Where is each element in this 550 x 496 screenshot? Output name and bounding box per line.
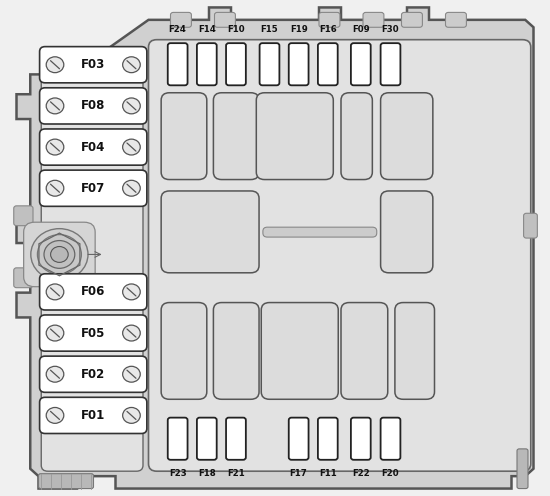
Circle shape	[46, 284, 64, 300]
Polygon shape	[16, 7, 534, 489]
FancyBboxPatch shape	[446, 12, 466, 27]
Circle shape	[46, 408, 64, 423]
FancyBboxPatch shape	[351, 418, 371, 460]
Text: F08: F08	[81, 99, 106, 113]
Circle shape	[46, 366, 64, 382]
FancyBboxPatch shape	[40, 88, 147, 124]
Text: F16: F16	[319, 25, 337, 34]
Text: F07: F07	[81, 182, 106, 195]
FancyBboxPatch shape	[14, 206, 33, 226]
FancyBboxPatch shape	[40, 315, 147, 351]
Text: F30: F30	[382, 25, 399, 34]
FancyBboxPatch shape	[351, 43, 371, 85]
Text: F18: F18	[198, 469, 216, 478]
Circle shape	[123, 284, 140, 300]
FancyBboxPatch shape	[256, 93, 333, 180]
FancyBboxPatch shape	[260, 43, 279, 85]
Circle shape	[123, 139, 140, 155]
FancyBboxPatch shape	[381, 191, 433, 273]
FancyBboxPatch shape	[318, 418, 338, 460]
FancyBboxPatch shape	[24, 222, 95, 287]
Circle shape	[46, 181, 64, 196]
Text: F21: F21	[227, 469, 245, 478]
Bar	[146, 38, 532, 472]
FancyBboxPatch shape	[213, 303, 259, 399]
FancyBboxPatch shape	[381, 418, 400, 460]
Circle shape	[46, 139, 64, 155]
FancyBboxPatch shape	[395, 303, 434, 399]
FancyBboxPatch shape	[261, 303, 338, 399]
FancyBboxPatch shape	[289, 43, 309, 85]
FancyBboxPatch shape	[161, 303, 207, 399]
FancyBboxPatch shape	[381, 43, 400, 85]
FancyBboxPatch shape	[214, 12, 235, 27]
FancyBboxPatch shape	[213, 93, 259, 180]
FancyBboxPatch shape	[226, 418, 246, 460]
Text: F15: F15	[261, 25, 278, 34]
Circle shape	[123, 366, 140, 382]
FancyBboxPatch shape	[168, 43, 188, 85]
Text: F20: F20	[382, 469, 399, 478]
Circle shape	[123, 57, 140, 72]
Text: F06: F06	[81, 285, 106, 299]
FancyBboxPatch shape	[148, 40, 531, 471]
FancyBboxPatch shape	[40, 170, 147, 206]
Text: F01: F01	[81, 409, 106, 422]
Text: F23: F23	[169, 469, 186, 478]
FancyBboxPatch shape	[381, 93, 433, 180]
FancyBboxPatch shape	[263, 227, 377, 237]
FancyBboxPatch shape	[161, 93, 207, 180]
Circle shape	[51, 247, 68, 262]
Circle shape	[123, 98, 140, 114]
FancyBboxPatch shape	[402, 12, 422, 27]
Text: F19: F19	[290, 25, 307, 34]
Circle shape	[46, 57, 64, 72]
FancyBboxPatch shape	[14, 268, 33, 288]
FancyBboxPatch shape	[40, 47, 147, 83]
FancyBboxPatch shape	[41, 60, 143, 471]
Text: F04: F04	[81, 140, 106, 154]
FancyBboxPatch shape	[39, 474, 94, 489]
FancyBboxPatch shape	[40, 356, 147, 392]
Circle shape	[123, 408, 140, 423]
FancyBboxPatch shape	[197, 418, 217, 460]
Circle shape	[46, 98, 64, 114]
Text: F22: F22	[352, 469, 370, 478]
FancyBboxPatch shape	[319, 12, 340, 27]
FancyBboxPatch shape	[40, 397, 147, 434]
FancyBboxPatch shape	[40, 129, 147, 165]
FancyBboxPatch shape	[318, 43, 338, 85]
Circle shape	[37, 235, 81, 274]
Text: F11: F11	[319, 469, 337, 478]
Text: F24: F24	[169, 25, 186, 34]
Text: F05: F05	[81, 326, 106, 340]
Text: F02: F02	[81, 368, 106, 381]
FancyBboxPatch shape	[341, 303, 388, 399]
FancyBboxPatch shape	[289, 418, 309, 460]
FancyBboxPatch shape	[517, 449, 528, 489]
Text: F09: F09	[352, 25, 370, 34]
Text: F14: F14	[198, 25, 216, 34]
Circle shape	[123, 181, 140, 196]
Circle shape	[31, 229, 88, 280]
FancyBboxPatch shape	[363, 12, 384, 27]
FancyBboxPatch shape	[524, 213, 537, 238]
FancyBboxPatch shape	[161, 191, 259, 273]
Text: F17: F17	[290, 469, 307, 478]
Circle shape	[46, 325, 64, 341]
FancyBboxPatch shape	[341, 93, 372, 180]
Circle shape	[123, 325, 140, 341]
FancyBboxPatch shape	[168, 418, 188, 460]
FancyBboxPatch shape	[226, 43, 246, 85]
FancyBboxPatch shape	[40, 274, 147, 310]
FancyBboxPatch shape	[170, 12, 191, 27]
Text: F03: F03	[81, 58, 106, 71]
FancyBboxPatch shape	[197, 43, 217, 85]
Text: F10: F10	[227, 25, 245, 34]
Circle shape	[44, 241, 75, 268]
